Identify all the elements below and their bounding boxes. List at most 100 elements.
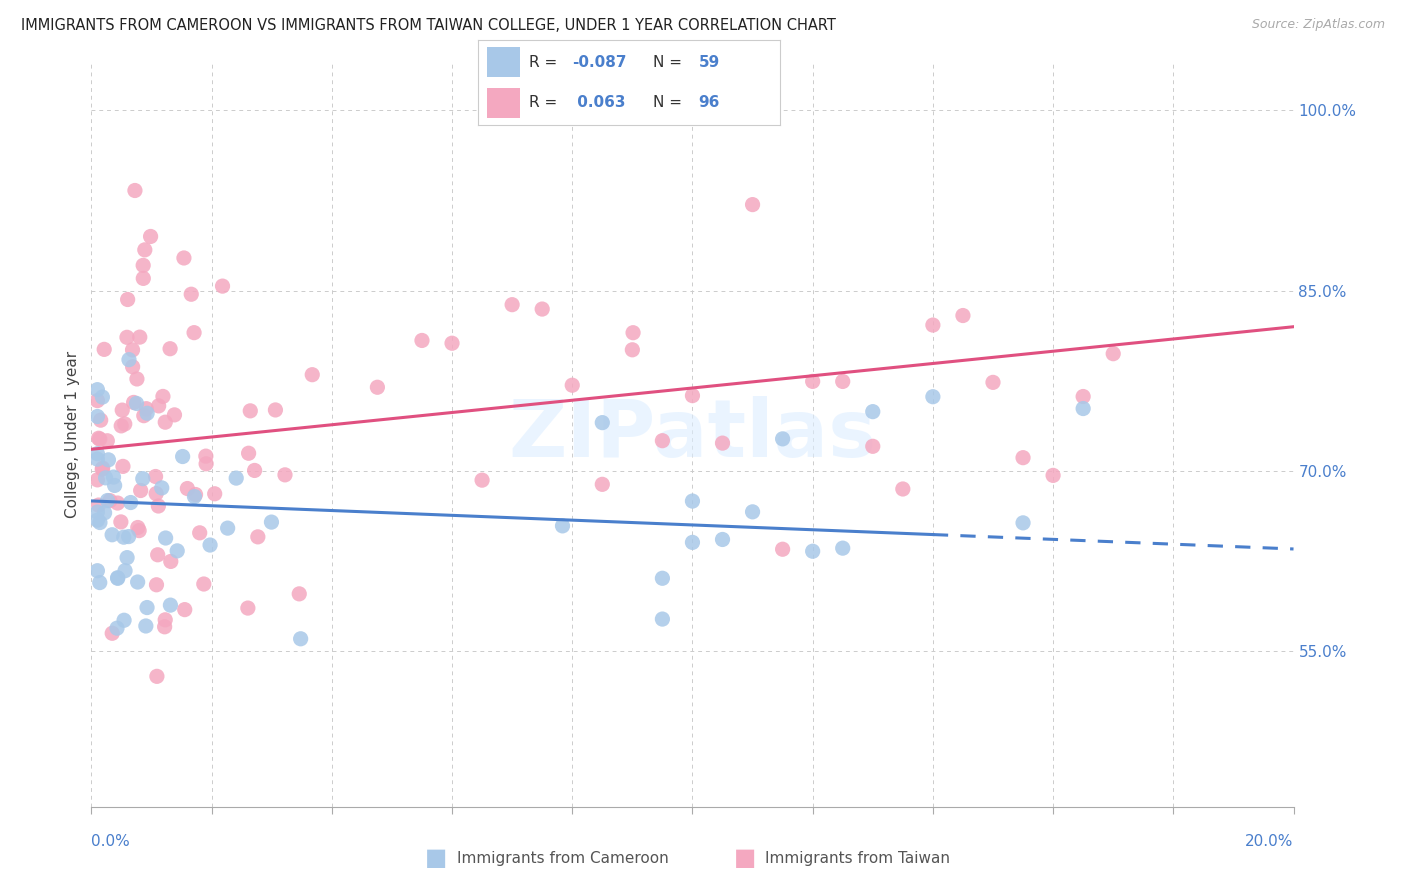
Point bbox=[93, 506, 115, 520]
Point bbox=[260, 515, 283, 529]
Point bbox=[217, 521, 239, 535]
Point bbox=[87, 431, 110, 445]
Text: ■: ■ bbox=[425, 847, 447, 870]
Point bbox=[411, 334, 433, 348]
Point bbox=[274, 467, 297, 482]
Point bbox=[110, 418, 132, 433]
Point bbox=[681, 494, 703, 508]
Point bbox=[155, 531, 177, 545]
Point bbox=[86, 383, 108, 397]
Point bbox=[621, 343, 644, 357]
Point bbox=[1042, 468, 1064, 483]
Point bbox=[122, 395, 145, 409]
Point bbox=[1071, 390, 1094, 404]
Point bbox=[86, 505, 108, 519]
Bar bbox=[486, 47, 520, 78]
Point bbox=[107, 496, 129, 510]
Point bbox=[1071, 401, 1094, 416]
Point bbox=[132, 409, 155, 423]
Point bbox=[93, 343, 115, 357]
Point bbox=[91, 462, 114, 476]
Point bbox=[159, 598, 181, 612]
Point bbox=[531, 301, 554, 316]
Point bbox=[681, 389, 703, 403]
Point bbox=[741, 197, 763, 211]
Text: Immigrants from Taiwan: Immigrants from Taiwan bbox=[765, 851, 950, 865]
Point bbox=[132, 258, 155, 272]
Text: Immigrants from Cameroon: Immigrants from Cameroon bbox=[457, 851, 669, 865]
Point bbox=[107, 571, 129, 585]
Text: ■: ■ bbox=[734, 847, 756, 870]
Point bbox=[440, 336, 463, 351]
Point bbox=[97, 453, 120, 467]
Text: -0.087: -0.087 bbox=[572, 54, 626, 70]
Point bbox=[183, 326, 205, 340]
Text: N =: N = bbox=[654, 54, 688, 70]
Point bbox=[801, 375, 824, 389]
Point bbox=[114, 564, 136, 578]
Point bbox=[153, 620, 176, 634]
Point bbox=[173, 602, 195, 616]
Point bbox=[772, 432, 794, 446]
Point bbox=[112, 613, 135, 627]
Point bbox=[107, 571, 129, 585]
Point bbox=[155, 613, 177, 627]
Point bbox=[91, 461, 114, 475]
Point bbox=[288, 587, 311, 601]
Point bbox=[112, 530, 135, 544]
Point bbox=[98, 493, 121, 508]
Point bbox=[86, 452, 108, 467]
Point bbox=[711, 436, 734, 450]
Point bbox=[136, 406, 159, 420]
Point bbox=[132, 271, 155, 285]
Point bbox=[89, 432, 111, 446]
Point bbox=[146, 548, 169, 562]
Point bbox=[94, 471, 117, 485]
Point bbox=[173, 251, 195, 265]
Point bbox=[114, 417, 136, 431]
Bar bbox=[486, 87, 520, 118]
Point bbox=[264, 403, 287, 417]
Point bbox=[139, 229, 162, 244]
Text: Source: ZipAtlas.com: Source: ZipAtlas.com bbox=[1251, 18, 1385, 31]
Point bbox=[952, 309, 974, 323]
Point bbox=[110, 515, 132, 529]
Point bbox=[591, 477, 613, 491]
Y-axis label: College, Under 1 year: College, Under 1 year bbox=[65, 351, 80, 518]
Point bbox=[91, 390, 114, 404]
Point bbox=[86, 564, 108, 578]
Point bbox=[155, 415, 177, 429]
Point bbox=[86, 409, 108, 424]
Point bbox=[651, 571, 673, 585]
Point bbox=[891, 482, 914, 496]
Point bbox=[128, 330, 150, 344]
Point bbox=[101, 626, 124, 640]
Point bbox=[176, 482, 198, 496]
Point bbox=[236, 601, 259, 615]
Point bbox=[115, 330, 138, 344]
Point bbox=[117, 293, 139, 307]
Point bbox=[121, 343, 143, 357]
Point bbox=[831, 541, 853, 556]
Point bbox=[152, 389, 174, 403]
Point bbox=[127, 574, 149, 589]
Point bbox=[111, 459, 134, 474]
Text: IMMIGRANTS FROM CAMEROON VS IMMIGRANTS FROM TAIWAN COLLEGE, UNDER 1 YEAR CORRELA: IMMIGRANTS FROM CAMEROON VS IMMIGRANTS F… bbox=[21, 18, 837, 33]
Text: 0.0%: 0.0% bbox=[91, 834, 131, 849]
Point bbox=[621, 326, 644, 340]
Point bbox=[148, 499, 170, 513]
Point bbox=[146, 669, 169, 683]
Point bbox=[862, 439, 884, 453]
Point bbox=[195, 457, 218, 471]
Text: 96: 96 bbox=[699, 95, 720, 111]
Point bbox=[188, 525, 211, 540]
Point bbox=[125, 372, 148, 386]
Point bbox=[194, 449, 217, 463]
Point bbox=[90, 413, 112, 427]
Point bbox=[204, 487, 226, 501]
Point bbox=[129, 483, 152, 498]
Point bbox=[1102, 347, 1125, 361]
Point bbox=[117, 530, 139, 544]
Point bbox=[105, 621, 128, 635]
Point bbox=[198, 538, 221, 552]
